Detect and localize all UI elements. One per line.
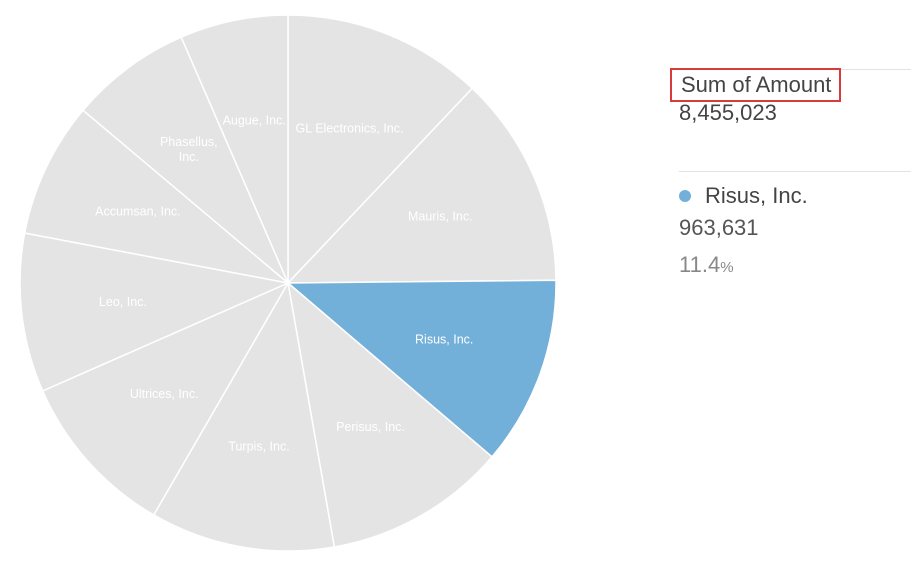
- pie-slices: [19, 14, 557, 552]
- selected-value: 963,631: [679, 215, 759, 240]
- selected-percent: 11.4%: [679, 252, 734, 278]
- pie-slice-0[interactable]: [287, 14, 474, 285]
- pie-slice-6[interactable]: [19, 232, 291, 392]
- legend-dot-icon: [679, 190, 691, 202]
- percent-sign: %: [720, 259, 734, 276]
- pie-slice-5[interactable]: [41, 281, 290, 516]
- slice-label-3: Perisus, Inc.: [336, 420, 405, 434]
- selected-percent-value: 11.4: [679, 252, 721, 277]
- slice-label-5: Ultrices, Inc.: [130, 387, 199, 401]
- pie-slice-2[interactable]: [285, 279, 557, 458]
- pie-slice-1[interactable]: [286, 87, 557, 284]
- slice-label-0: GL Electronics, Inc.: [296, 122, 404, 136]
- pie-slice-3[interactable]: [286, 281, 494, 548]
- slice-label-1: Mauris, Inc.: [408, 210, 473, 224]
- slice-label-4: Turpis, Inc.: [228, 440, 289, 454]
- selected-name: Risus, Inc.: [705, 183, 808, 208]
- metric-label[interactable]: Sum of Amount: [670, 68, 842, 102]
- slice-label-2: Risus, Inc.: [415, 333, 473, 347]
- pie-slice-7[interactable]: [23, 109, 291, 285]
- metric-total: 8,455,023: [679, 100, 777, 125]
- slice-label-7: Accumsan, Inc.: [95, 205, 180, 219]
- slice-label-8: Phasellus, Inc.: [160, 135, 218, 164]
- pie-slice-8[interactable]: [82, 36, 289, 284]
- summary-divider: [679, 171, 911, 172]
- slice-label-9: Augue, Inc.: [223, 113, 286, 127]
- pie-slice-9[interactable]: [180, 14, 289, 284]
- slice-label-6: Leo, Inc.: [99, 295, 147, 309]
- pie-labels: GL Electronics, Inc. Mauris, Inc. Risus, I…: [95, 113, 473, 453]
- pie-slice-4[interactable]: [152, 280, 336, 552]
- selected-item: Risus, Inc.: [679, 183, 808, 209]
